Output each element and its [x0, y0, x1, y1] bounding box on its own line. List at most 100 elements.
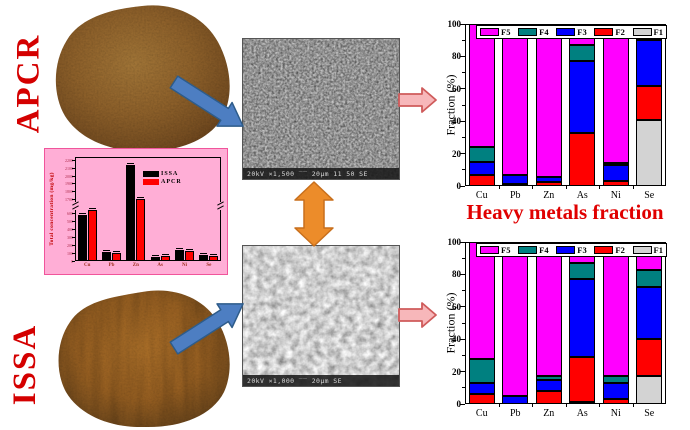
bar-segment-F3 [535, 177, 562, 182]
y-tick-mark [460, 273, 465, 275]
inset-y-tick-label: 1900 [65, 181, 73, 187]
x-tick-label: Se [644, 408, 655, 419]
bar-segment-F3 [636, 287, 663, 340]
sem-image-issa: 20kV ×1,000 ‾‾ 20μm SE [242, 245, 400, 387]
y-tick-mark [460, 88, 465, 90]
legend-label: F1 [653, 27, 663, 37]
inset-y-tick-label: 300 [67, 234, 73, 240]
issa-label-text: ISSA [7, 323, 44, 405]
bar-segment-F5 [602, 242, 629, 377]
error-bar-cap [200, 253, 208, 255]
issa-fraction-chart: F5 F4 F3 F2 F1 Fraction (%) 0 20 40 60 80 100 Cu Pb… [438, 226, 688, 424]
legend-entry: F1 [632, 27, 663, 37]
bar-segment-F3 [569, 279, 596, 357]
inset-bar-APCR [112, 253, 121, 261]
x-tick-label: Se [644, 190, 655, 201]
y-minor-tick [462, 72, 465, 74]
section-title: Heavy metals fraction [466, 200, 664, 224]
inset-y-tick-mark [72, 160, 75, 162]
y-tick-label: 20 [452, 148, 461, 159]
x-minor-tick [565, 186, 567, 189]
bar-segment-F5 [502, 242, 529, 396]
x-minor-tick [532, 404, 533, 407]
bar-segment-F5 [602, 24, 629, 163]
inset-bar-ISSA [126, 164, 136, 261]
sem-info-bar-bottom: 20kV ×1,000 ‾‾ 20μm SE [243, 375, 399, 386]
bar-segment-F1 [636, 376, 663, 404]
legend-label: F5 [501, 27, 511, 37]
inset-y-tick-mark [72, 212, 75, 214]
x-tick-label: Zn [543, 408, 555, 419]
bar-segment-F3 [468, 161, 495, 175]
y-tick-mark [460, 120, 465, 122]
bar-segment-F3 [569, 61, 596, 133]
y-minor-tick [462, 387, 465, 389]
bar-segment-F2 [535, 391, 562, 404]
x-tick-label: Ni [610, 190, 621, 201]
y-tick-mark [460, 403, 465, 405]
blue-arrow-apcr-to-sem [169, 75, 244, 127]
sem-image-apcr: 20kV ×1,500 ‾‾ 20μm 11 50 SE [242, 38, 400, 180]
pink-arrow-bottom [398, 302, 437, 328]
y-tick-mark [460, 371, 465, 373]
bar-segment-F2 [636, 85, 663, 120]
error-bar-cap [137, 197, 145, 199]
bar-segment-F5 [535, 242, 562, 377]
legend-label: F2 [615, 245, 625, 255]
sem-texture-apcr [243, 39, 399, 179]
inset-y-tick-mark [72, 228, 75, 230]
x-tick-label: As [576, 190, 588, 201]
y-minor-tick [462, 354, 465, 356]
y-tick-label: 0 [456, 399, 462, 409]
y-minor-tick [462, 104, 465, 106]
y-tick-mark [460, 55, 465, 57]
issa-sample-label: ISSA [0, 308, 52, 420]
legend-swatch [632, 246, 652, 254]
legend-label: F5 [501, 245, 511, 255]
y-tick-label: 20 [452, 366, 461, 377]
bar-segment-F1 [636, 119, 663, 186]
y-tick-mark [460, 241, 465, 243]
x-minor-tick [599, 186, 600, 189]
y-tick-label: 40 [452, 334, 461, 345]
sem-info-bar-top: 20kV ×1,500 ‾‾ 20μm 11 50 SE [243, 168, 399, 179]
inset-bar-APCR [185, 251, 194, 261]
x-tick-label: Ni [610, 408, 621, 419]
sem-texture-issa [243, 246, 399, 386]
legend-swatch [556, 28, 576, 36]
legend-label: F3 [577, 27, 587, 37]
bar-segment-F2 [535, 181, 562, 186]
bar-segment-F3 [602, 164, 629, 182]
inset-y-axis-label: Total concentration (mg/kg) [49, 172, 55, 246]
inset-y-tick-mark [72, 252, 75, 254]
y-tick-mark [460, 338, 465, 340]
legend-entry: F3 [556, 245, 587, 255]
legend-entry: F4 [518, 245, 549, 255]
x-tick-label: Zn [543, 190, 555, 201]
issa-powder-photo [58, 290, 230, 428]
inset-bar-ISSA [150, 256, 160, 261]
inset-bar-APCR [160, 255, 170, 261]
inset-legend: ISSA APCR [143, 171, 182, 185]
inset-bar-APCR [87, 209, 97, 261]
y-tick-label: 60 [452, 83, 461, 94]
x-tick-label: Pb [509, 408, 521, 419]
inset-y-tick-mark [72, 198, 75, 200]
inset-y-tick-mark [72, 220, 75, 222]
bar-segment-F2 [569, 357, 596, 403]
inset-y-tick-mark [72, 183, 75, 185]
inset-bar-ISSA [77, 214, 87, 261]
inset-legend-label: ISSA [161, 171, 179, 177]
bar-segment-F5 [502, 24, 529, 175]
legend-entry: F4 [518, 27, 549, 37]
inset-x-tick-label: Pb [108, 263, 115, 268]
legend-entry: F2 [594, 245, 625, 255]
inset-x-tick-label: As [157, 263, 163, 268]
inset-y-tick-mark [72, 236, 75, 238]
error-bar-cap [78, 212, 86, 214]
legend-swatch [518, 28, 538, 36]
inset-y-tick-label: 0 [57, 259, 73, 264]
error-bar-cap [88, 207, 96, 209]
legend-entry: F2 [594, 27, 625, 37]
